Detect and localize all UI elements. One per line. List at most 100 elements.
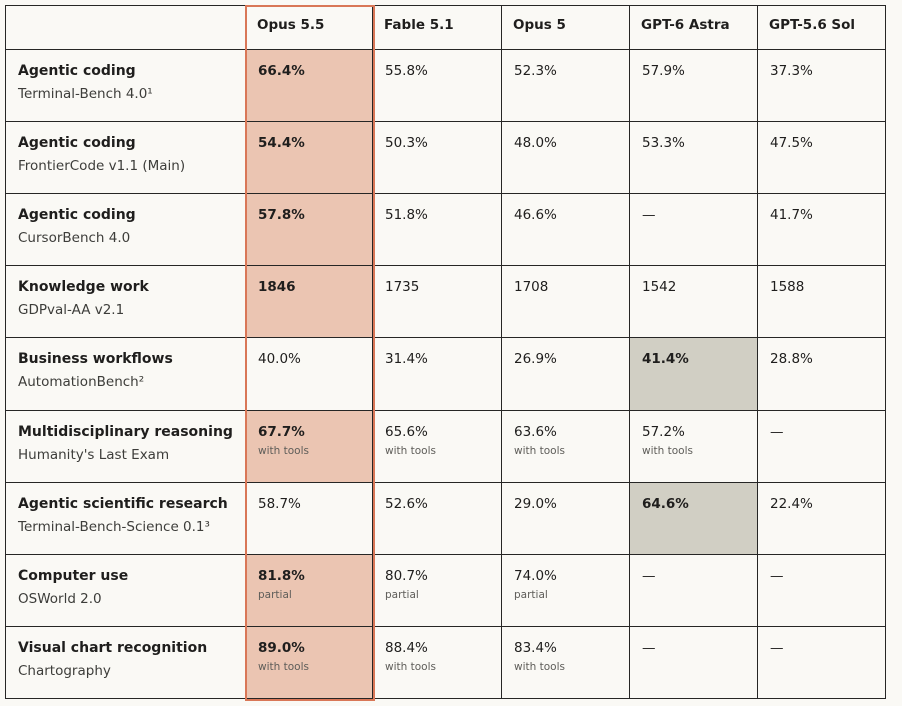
score-cell: — — [629, 193, 758, 267]
score-cell: 40.0% — [245, 337, 373, 411]
score-cell: 51.8% — [372, 193, 502, 267]
row-label-cell: Agentic coding FrontierCode v1.1 (Main) — [5, 121, 246, 195]
row-benchmark: OSWorld 2.0 — [18, 590, 102, 607]
score-value: 80.7% — [385, 567, 428, 584]
score-value: 57.9% — [642, 63, 685, 79]
row-category: Multidisciplinary reasoning — [18, 423, 233, 440]
score-cell: 66.4% — [245, 48, 373, 123]
score-value: — — [642, 207, 656, 224]
row-label-cell: Knowledge work GDPval-AA v2.1 — [5, 265, 246, 339]
score-value: 48.0% — [514, 135, 557, 152]
score-value: 65.6% — [385, 423, 428, 440]
score-cell: 74.0% partial — [501, 553, 630, 627]
score-cell: — — [629, 553, 758, 627]
score-cell: 57.2% with tools — [629, 409, 758, 483]
row-category: Computer use — [18, 567, 129, 584]
score-note: with tools — [514, 660, 565, 673]
score-cell: 58.7% — [245, 481, 373, 555]
header-blank-cell — [5, 5, 246, 50]
score-value: 54.4% — [258, 135, 305, 152]
score-cell: 41.7% — [757, 193, 886, 267]
score-cell: 83.4% with tools — [501, 625, 630, 700]
table-row: Business workflows AutomationBench² 40.0% 3… — [5, 337, 886, 411]
row-label-cell: Agentic coding Terminal-Bench 4.0¹ — [5, 48, 246, 123]
score-value: — — [642, 567, 656, 584]
score-cell: — — [757, 409, 886, 483]
score-note: with tools — [642, 444, 693, 457]
score-value: 58.7% — [258, 495, 301, 512]
column-header: GPT-5.6 Sol — [757, 5, 886, 50]
score-note: with tools — [258, 444, 309, 457]
score-cell: 37.3% — [757, 48, 886, 123]
row-category: Knowledge work — [18, 279, 149, 296]
row-category: Agentic coding — [18, 207, 136, 224]
score-value: 46.6% — [514, 207, 557, 224]
score-cell: 52.3% — [501, 48, 630, 123]
score-cell: 1846 — [245, 265, 373, 339]
table-row: Knowledge work GDPval-AA v2.1 1846 1735 1708… — [5, 265, 886, 339]
score-cell: 31.4% — [372, 337, 502, 411]
row-benchmark: Terminal-Bench-Science 0.1³ — [18, 518, 210, 535]
row-benchmark: FrontierCode v1.1 (Main) — [18, 158, 186, 175]
score-cell: 22.4% — [757, 481, 886, 555]
score-value: 52.6% — [385, 495, 428, 512]
row-category: Agentic coding — [18, 135, 136, 152]
score-note: partial — [514, 588, 548, 601]
row-label-cell: Computer use OSWorld 2.0 — [5, 553, 246, 627]
row-category: Visual chart recognition — [18, 639, 208, 656]
score-value: 57.2% — [642, 423, 685, 440]
score-note: with tools — [514, 444, 565, 457]
score-cell: 50.3% — [372, 121, 502, 195]
score-value: 1708 — [514, 279, 549, 296]
score-cell: 67.7% with tools — [245, 409, 373, 483]
score-cell: 89.0% with tools — [245, 625, 373, 700]
score-value: — — [770, 567, 784, 584]
score-cell: 52.6% — [372, 481, 502, 555]
score-value: 47.5% — [770, 135, 813, 152]
score-value: 83.4% — [514, 639, 557, 656]
row-label-cell: Business workflows AutomationBench² — [5, 337, 246, 411]
row-benchmark: Chartography — [18, 662, 111, 679]
column-header: Opus 5 — [501, 5, 630, 50]
score-value: — — [770, 423, 784, 440]
table-row: Agentic coding CursorBench 4.0 57.8% 51.8% 4… — [5, 193, 886, 267]
benchmark-table: Opus 5.5 Fable 5.1 Opus 5 GPT-6 Astra GP… — [5, 5, 886, 700]
score-cell: 1542 — [629, 265, 758, 339]
score-value: 50.3% — [385, 135, 428, 152]
score-cell: 1708 — [501, 265, 630, 339]
score-cell: 88.4% with tools — [372, 625, 502, 700]
score-value: 63.6% — [514, 423, 557, 440]
score-cell: 47.5% — [757, 121, 886, 195]
score-value: 41.4% — [642, 351, 689, 368]
score-cell: 64.6% — [629, 481, 758, 555]
score-cell: 26.9% — [501, 337, 630, 411]
score-cell: 46.6% — [501, 193, 630, 267]
score-cell: — — [757, 553, 886, 627]
row-category: Agentic coding — [18, 63, 136, 79]
score-value: 1735 — [385, 279, 420, 296]
score-note: with tools — [385, 444, 436, 457]
score-cell: 48.0% — [501, 121, 630, 195]
row-category: Business workflows — [18, 351, 173, 368]
table-row: Agentic coding FrontierCode v1.1 (Main) 54… — [5, 121, 886, 195]
score-note: partial — [385, 588, 419, 601]
score-cell: 63.6% with tools — [501, 409, 630, 483]
score-cell: 81.8% partial — [245, 553, 373, 627]
score-value: 74.0% — [514, 567, 557, 584]
score-value: 40.0% — [258, 351, 301, 368]
row-label-cell: Agentic scientific research Terminal-Benc… — [5, 481, 246, 555]
score-value: 51.8% — [385, 207, 428, 224]
column-header: GPT-6 Astra — [629, 5, 758, 50]
score-value: 26.9% — [514, 351, 557, 368]
row-category: Agentic scientific research — [18, 495, 228, 512]
score-value: 29.0% — [514, 495, 557, 512]
score-value: 37.3% — [770, 63, 813, 79]
score-cell: 54.4% — [245, 121, 373, 195]
row-label-cell: Multidisciplinary reasoning Humanity's La… — [5, 409, 246, 483]
score-value: 81.8% — [258, 567, 305, 584]
score-value: 67.7% — [258, 423, 305, 440]
column-header: Fable 5.1 — [372, 5, 502, 50]
row-benchmark: AutomationBench² — [18, 374, 145, 391]
score-cell: 53.3% — [629, 121, 758, 195]
score-cell: 29.0% — [501, 481, 630, 555]
